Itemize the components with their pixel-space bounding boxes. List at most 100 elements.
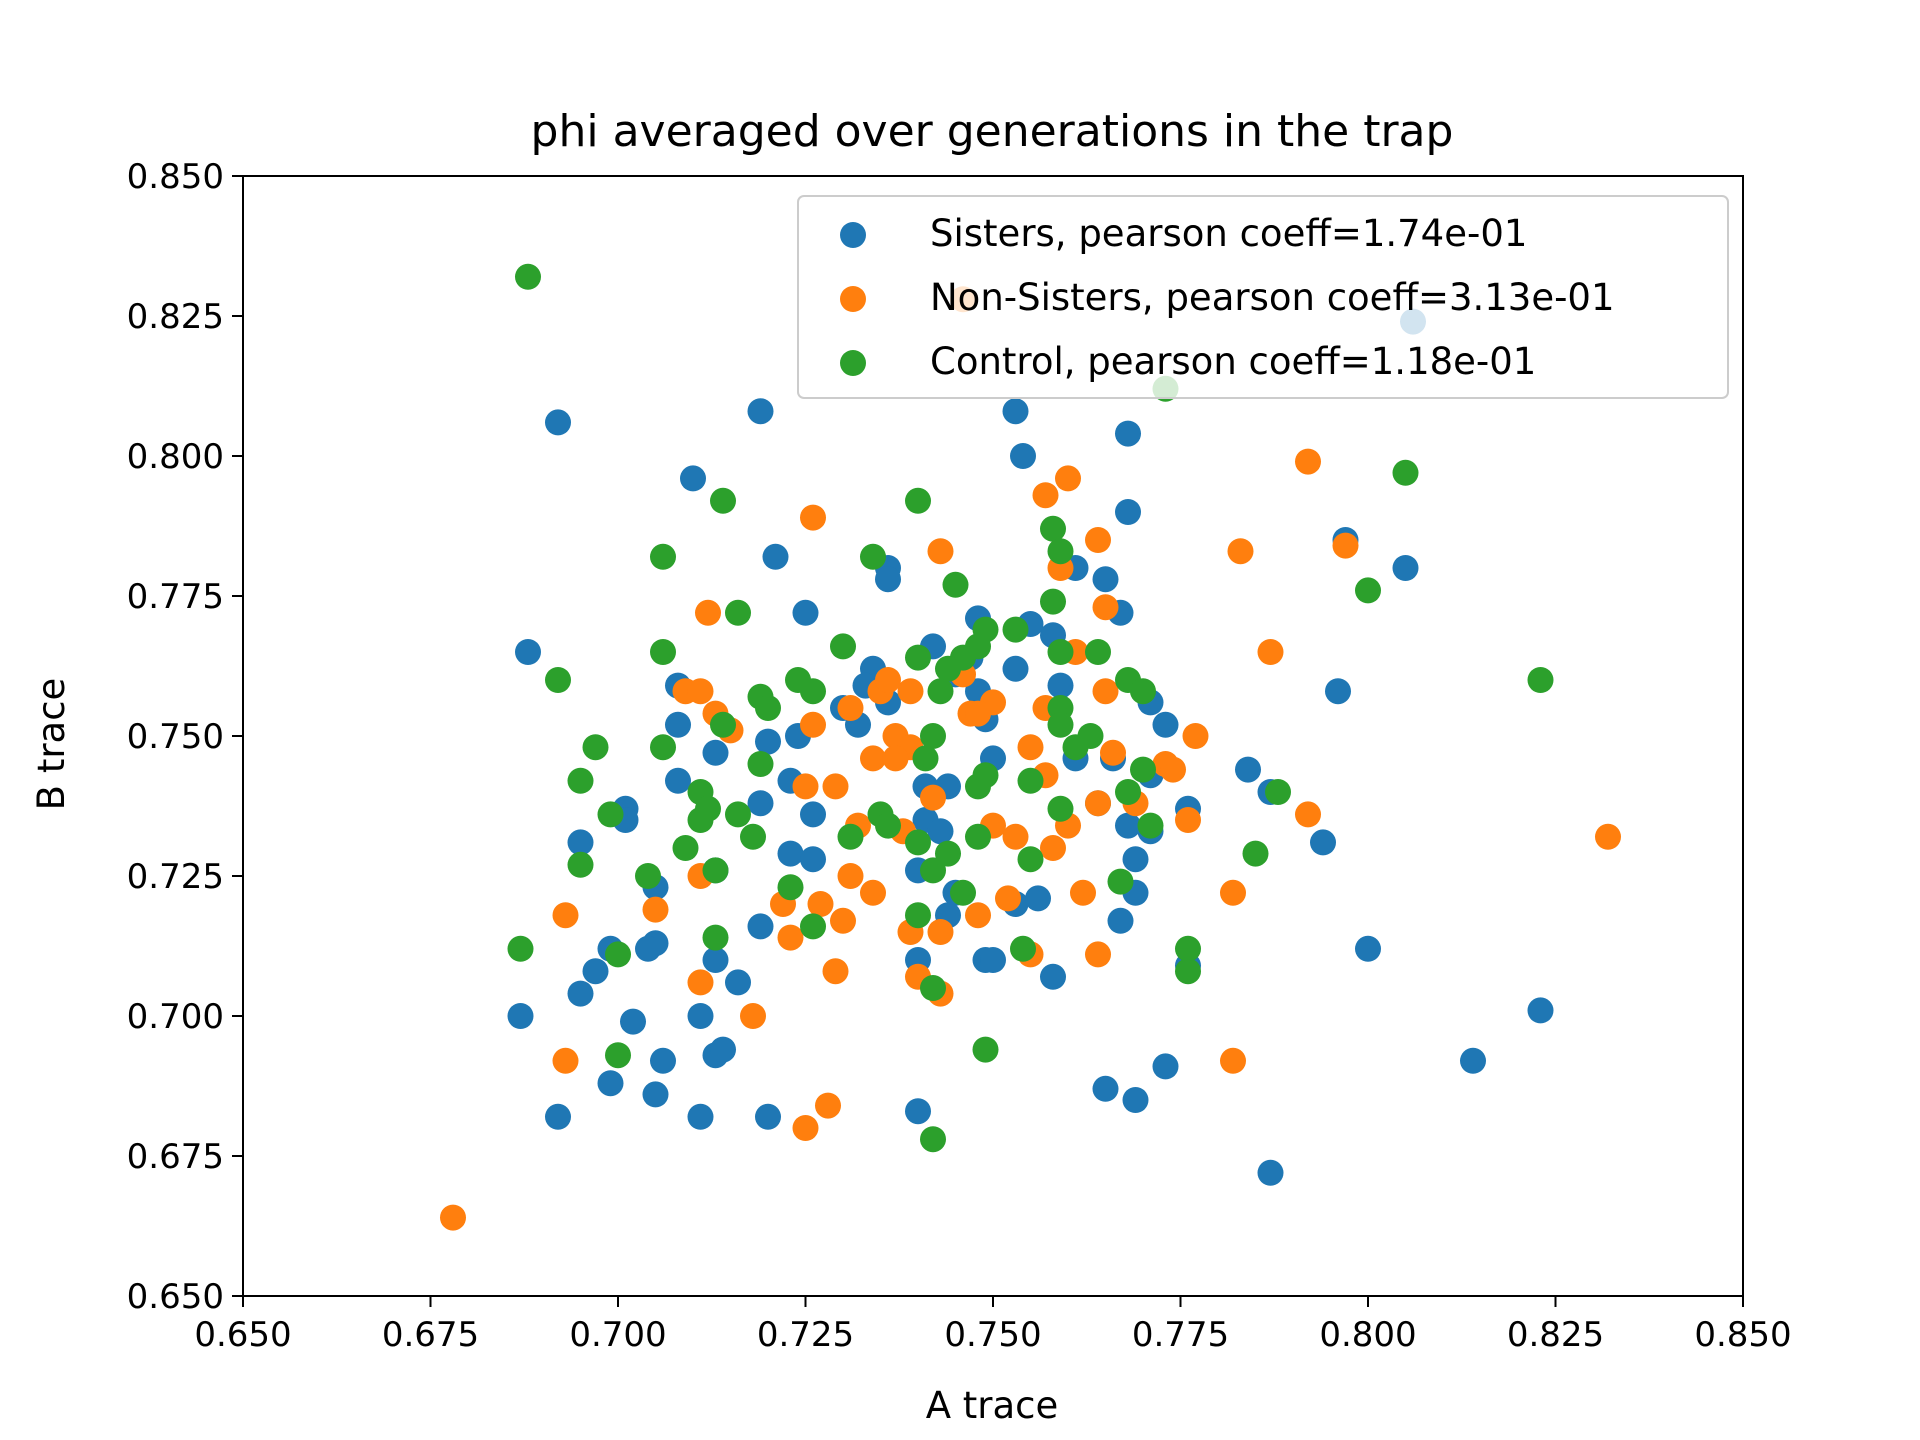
point-s2-61 [807,891,834,917]
point-s2-79 [792,1115,819,1141]
point-s3-62 [905,829,931,856]
point-s2-67 [927,919,954,945]
point-s3-65 [1242,840,1269,867]
legend-label-3: Control, pearson coeff=1.18e-01 [930,340,1536,383]
point-s2-62 [642,896,669,923]
point-s1-8 [1115,499,1141,525]
point-s3-36 [650,734,676,761]
point-s3-69 [920,857,946,884]
point-s3-29 [927,678,954,705]
point-s1-96 [650,1047,676,1074]
y-axis-label: B trace [30,678,73,811]
point-s1-101 [642,1081,669,1108]
point-s2-33 [1017,734,1044,761]
point-s2-38 [1160,756,1186,783]
point-s3-35 [710,711,736,738]
point-s1-88 [567,980,594,1007]
point-s2-63 [552,902,579,929]
point-s1-107 [1257,1159,1284,1186]
point-s1-95 [710,1036,736,1063]
point-s2-11 [1092,594,1119,621]
point-s1-66 [1122,846,1149,873]
legend-marker-2 [840,286,866,312]
point-s3-57 [875,812,901,839]
point-s3-7 [1047,538,1074,565]
x-tick-label-5: 0.750 [944,1315,1041,1355]
point-s3-13 [725,599,751,626]
point-s3-64 [935,840,961,867]
point-s3-30 [1130,678,1156,705]
point-s2-80 [440,1204,466,1231]
point-s2-5 [800,504,826,531]
point-s2-73 [687,969,714,996]
point-s1-89 [725,969,751,996]
point-s1-86 [1040,963,1066,990]
y-tick-label-1: 0.650 [127,1277,224,1317]
point-s2-43 [1085,790,1111,817]
plot-area: 0.650 0.675 0.700 0.725 0.750 0.775 0.800 0.825… [127,157,1792,1355]
point-s2-78 [815,1092,841,1119]
point-s1-80 [1355,935,1381,962]
point-s2-35 [882,745,909,772]
point-s3-77 [507,935,534,962]
point-s1-57 [800,801,826,828]
point-s1-46 [665,767,691,794]
point-s3-73 [950,879,976,906]
point-s3-58 [1137,812,1164,839]
point-s3-53 [725,801,751,828]
point-s1-91 [687,1003,714,1029]
point-s3-11 [942,571,969,598]
point-s1-93 [1527,997,1554,1024]
point-s3-75 [905,902,931,929]
point-s3-28 [800,678,826,705]
x-tick-label-1: 0.650 [194,1315,291,1355]
point-s1-76 [747,913,774,940]
point-s3-1 [515,263,541,290]
point-s2-19 [875,667,901,693]
point-s2-46 [1175,807,1201,833]
point-s3-22 [1085,639,1111,665]
point-s3-81 [1175,958,1201,985]
point-s2-16 [687,678,714,705]
point-s2-2 [1295,448,1321,475]
point-s3-10 [1355,577,1381,604]
point-s2-76 [552,1047,579,1074]
point-s3-71 [1107,868,1134,895]
point-s2-59 [1220,879,1246,906]
legend-marker-3 [840,350,866,376]
point-s1-40 [755,728,781,755]
point-s1-31 [1325,678,1351,705]
point-s3-63 [672,835,699,861]
point-s3-79 [1010,935,1036,962]
point-s3-23 [935,655,961,682]
x-tick-label-2: 0.675 [382,1315,479,1355]
point-s2-68 [777,924,804,951]
point-s1-5 [1010,443,1036,469]
point-s1-38 [665,711,691,738]
point-s3-4 [905,487,931,514]
point-s1-103 [545,1103,571,1130]
point-s2-40 [792,773,819,800]
point-s2-42 [920,784,946,811]
point-s3-38 [920,723,946,749]
point-s1-97 [1152,1053,1179,1080]
point-s1-45 [1235,756,1261,783]
point-s3-74 [800,913,826,940]
y-tick-label-8: 0.825 [127,297,224,337]
point-s1-63 [1310,829,1336,856]
point-s3-76 [1175,935,1201,962]
point-s2-45 [1295,801,1321,828]
point-s3-27 [1527,667,1554,693]
chart-title: phi averaged over generations in the tra… [531,106,1454,157]
point-s3-50 [1115,779,1141,805]
point-s1-75 [1107,907,1134,934]
point-s2-21 [1092,678,1119,705]
y-tick-label-9: 0.850 [127,157,224,197]
point-s1-98 [1460,1047,1486,1074]
point-s1-2 [545,409,571,436]
point-s1-106 [905,1098,931,1125]
point-s2-70 [1085,941,1111,968]
x-axis-label: A trace [926,1384,1059,1427]
point-s1-13 [875,566,901,593]
point-s3-83 [605,1042,631,1069]
